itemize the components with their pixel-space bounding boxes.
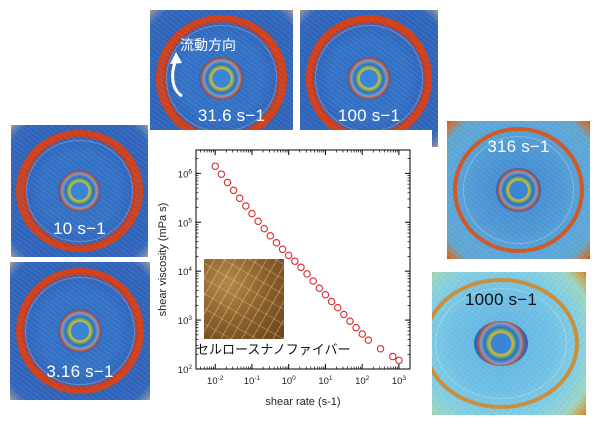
data-point (254, 217, 262, 225)
data-point (303, 270, 311, 278)
data-point (333, 303, 342, 312)
panel-label: 10 s−1 (53, 219, 106, 238)
x-tick-label: 102 (355, 375, 370, 387)
panel-1000: 1000 s−1 (416, 272, 586, 415)
y-tick-label: 103 (178, 315, 193, 327)
data-point (346, 317, 354, 325)
mid-ring (26, 139, 133, 243)
y-tick-label: 104 (178, 266, 193, 278)
outer-ring (452, 126, 585, 254)
y-tick-label: 106 (178, 168, 193, 180)
data-point (223, 178, 232, 187)
panel-label: 1000 s−1 (464, 290, 538, 309)
x-tick-label: 10-1 (244, 375, 261, 387)
chart-area: 10-2 10-1 100 101 102 103 102 103 104 105 106 shear… (150, 130, 432, 422)
data-point (278, 245, 287, 254)
core (495, 167, 542, 213)
flow-arrow-icon (170, 52, 183, 98)
data-point (211, 162, 219, 170)
data-point (272, 239, 281, 247)
data-point (364, 336, 373, 344)
mid-ring (434, 287, 568, 400)
core (346, 56, 392, 101)
data-point (309, 277, 317, 285)
data-point (266, 231, 275, 240)
mid-ring (462, 136, 575, 244)
outer-ring (16, 130, 143, 252)
x-tick-label: 103 (392, 375, 407, 387)
data-point (358, 330, 366, 338)
data-point (217, 170, 226, 178)
plot-frame (195, 149, 411, 370)
panel-31p6: 31.6 s−1 (150, 10, 293, 147)
flow-direction-label: 流動方向 (180, 38, 236, 54)
data-point (260, 224, 268, 233)
panel-316: 316 s−1 (447, 121, 590, 259)
data-point (376, 344, 385, 353)
viscosity-chart: 10-2 10-1 100 101 102 103 102 103 104 105 106 shear… (157, 149, 411, 408)
panel-label: 316 s−1 (487, 137, 550, 156)
panel-label: 31.6 s−1 (197, 106, 266, 125)
data-point (352, 323, 360, 332)
x-axis-label: shear rate (s-1) (265, 396, 340, 408)
panel-label: 3.16 s−1 (46, 362, 114, 381)
panel-10: 10 s−1 (11, 125, 148, 257)
data-point (395, 356, 403, 365)
panel-100: 100 s−1 (300, 10, 438, 147)
panel-3p16: 3.16 s−1 (10, 262, 150, 400)
data-point (327, 297, 336, 306)
core (473, 320, 529, 367)
data-point (235, 194, 244, 202)
inset-caption: セルロースナノファイバー (196, 343, 351, 358)
x-tick-label: 100 (282, 375, 297, 387)
data-point (291, 257, 299, 265)
y-tick-label: 102 (178, 364, 193, 376)
data-point (315, 284, 324, 292)
x-tick-label: 10-2 (207, 375, 224, 387)
y-axis-label: shear viscosity (mPa s) (157, 203, 169, 317)
fiber-texture (204, 259, 284, 339)
cellulose-nanofiber-image (204, 259, 284, 339)
data-point (297, 263, 305, 272)
data-point (389, 352, 397, 361)
data-point (321, 290, 330, 299)
data-point (229, 186, 238, 195)
core (57, 308, 103, 354)
core (57, 169, 102, 213)
data-point (248, 209, 256, 218)
core (198, 56, 245, 101)
y-tick-label: 105 (178, 217, 193, 229)
mid-ring (25, 277, 135, 385)
x-tick-label: 101 (318, 375, 333, 387)
panel-label: 100 s−1 (337, 106, 401, 125)
outer-ring (15, 267, 145, 395)
data-point (242, 202, 250, 210)
data-point (284, 251, 293, 260)
data-point (340, 310, 348, 319)
